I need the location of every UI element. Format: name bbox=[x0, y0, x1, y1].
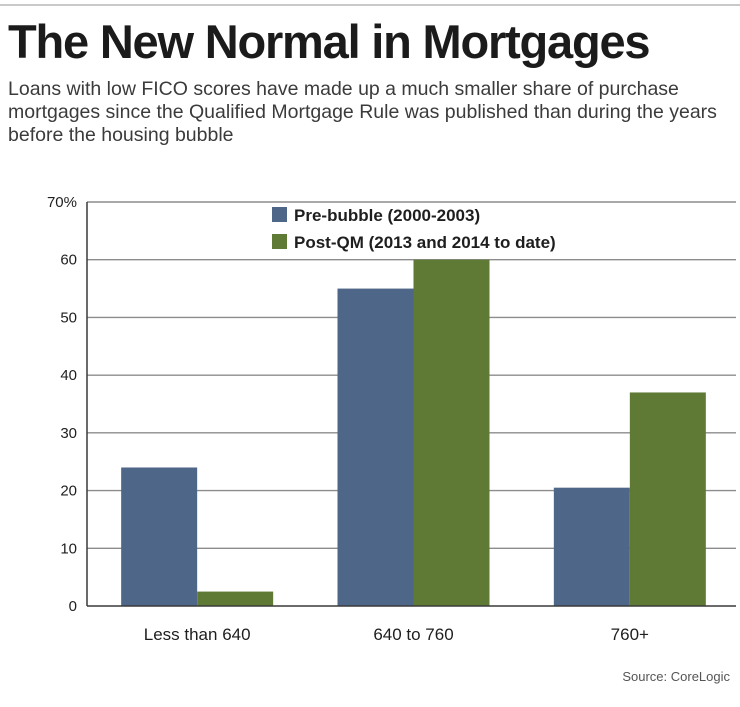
legend-swatch bbox=[272, 207, 287, 222]
x-category-label: Less than 640 bbox=[144, 625, 251, 644]
y-tick-label: 30 bbox=[60, 425, 77, 442]
y-tick-label: 0 bbox=[69, 598, 77, 615]
chart-title: The New Normal in Mortgages bbox=[8, 15, 651, 68]
x-category-label: 640 to 760 bbox=[373, 625, 453, 644]
chart-subtitle: Loans with low FICO scores have made up … bbox=[8, 78, 717, 146]
legend-label: Pre-bubble (2000-2003) bbox=[294, 206, 480, 225]
x-category-label: 760+ bbox=[611, 625, 649, 644]
axes bbox=[86, 202, 736, 607]
y-tick-label: 20 bbox=[60, 483, 77, 500]
x-category-labels: Less than 640 640 to 760 760+ bbox=[144, 625, 649, 644]
bars bbox=[121, 259, 706, 606]
bar-pre-bubble-2 bbox=[553, 487, 630, 606]
top-rule bbox=[0, 4, 740, 6]
legend: Pre-bubble (2000-2003) Post-QM (2013 and … bbox=[272, 206, 556, 252]
bar-post-qm-0 bbox=[197, 591, 274, 606]
source-note: Source: CoreLogic bbox=[622, 669, 730, 684]
bar-pre-bubble-1 bbox=[337, 288, 414, 606]
y-tick-label: 40 bbox=[60, 367, 77, 384]
y-tick-labels: 0 10 20 30 40 50 60 70% bbox=[47, 194, 77, 615]
y-tick-label: 10 bbox=[60, 540, 77, 557]
bar-post-qm-1 bbox=[413, 259, 490, 606]
bar-post-qm-2 bbox=[629, 392, 706, 606]
legend-swatch bbox=[272, 234, 287, 249]
legend-label: Post-QM (2013 and 2014 to date) bbox=[294, 233, 556, 252]
y-tick-label: 60 bbox=[60, 252, 77, 269]
y-tick-label: 70% bbox=[47, 194, 77, 211]
bar-pre-bubble-0 bbox=[121, 467, 198, 606]
y-tick-label: 50 bbox=[60, 309, 77, 326]
